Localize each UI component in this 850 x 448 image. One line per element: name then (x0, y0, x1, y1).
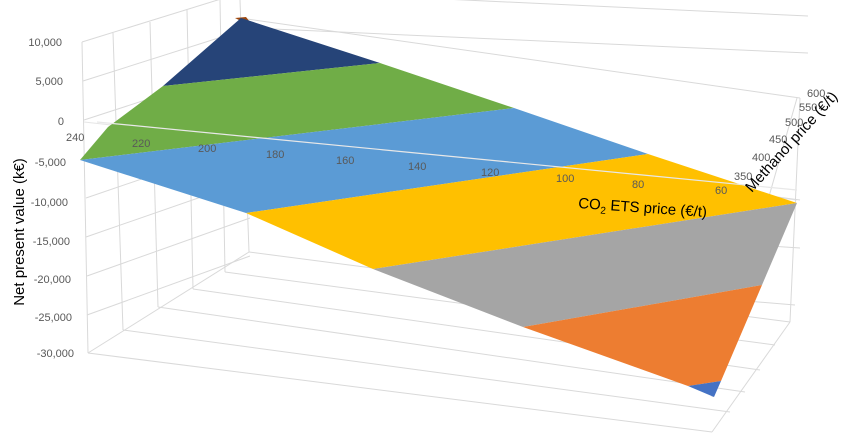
x-tick: 100 (556, 173, 574, 185)
band-minus20000-minus15000 (523, 285, 762, 386)
x-axis-ticks: 240 220 200 180 160 140 120 100 80 60 (66, 132, 727, 197)
y-tick: 500 (785, 117, 803, 129)
y-axis-ticks: 350 400 450 500 550 600 (734, 88, 825, 183)
x-tick: 120 (481, 167, 499, 179)
y-axis-title: Methanol price (€/t) (742, 88, 841, 195)
band-minus10000-minus5000 (246, 154, 797, 269)
z-axis-ticks: 10,000 5,000 0 -5,000 -10,000 -15,000 -2… (28, 37, 74, 360)
band-minus25000-minus20000 (688, 381, 721, 397)
x-tick: 60 (715, 185, 727, 197)
z-tick: -5,000 (35, 157, 66, 169)
z-tick: -15,000 (33, 236, 70, 248)
y-tick: 600 (807, 88, 825, 100)
x-axis-title: CO2 ETS price (€/t) (578, 195, 708, 224)
x-tick: 180 (266, 149, 284, 161)
band-5000-10000 (163, 18, 380, 86)
x-tick: 200 (198, 143, 216, 155)
y-tick: 450 (769, 134, 787, 146)
x-tick: 220 (132, 138, 150, 150)
z-tick: 5,000 (35, 76, 63, 88)
x-tick: 160 (336, 155, 354, 167)
z-axis-title: Net present value (k€) (11, 158, 28, 306)
z-tick: -20,000 (34, 274, 71, 286)
y-tick: 400 (752, 152, 770, 164)
z-tick: -25,000 (35, 312, 72, 324)
band-minus15000-minus10000 (373, 203, 797, 327)
y-tick: 550 (799, 102, 817, 114)
band-minus5000-0 (80, 108, 648, 213)
z-tick: 10,000 (28, 37, 62, 49)
z-tick: -30,000 (37, 348, 74, 360)
z-tick: 0 (58, 116, 64, 128)
band-0-5000 (80, 63, 514, 160)
z-tick: -10,000 (31, 197, 68, 209)
y-tick: 350 (734, 171, 752, 183)
surface-bands (80, 17, 797, 397)
x-tick: 80 (632, 179, 644, 191)
x-axis-line (96, 121, 798, 191)
x-tick: 240 (66, 132, 84, 144)
x-tick: 140 (408, 161, 426, 173)
